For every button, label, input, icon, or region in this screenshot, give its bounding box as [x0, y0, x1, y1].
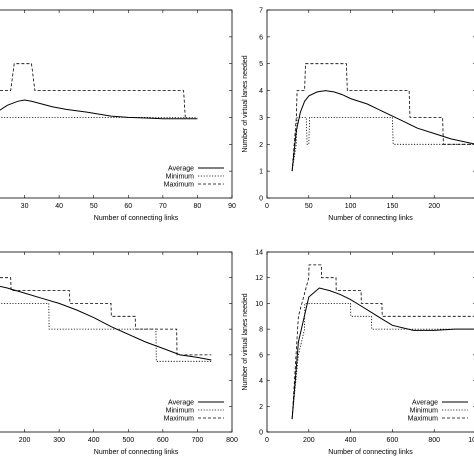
x-axis-label: Number of connecting links	[94, 215, 179, 222]
y-tick-label: 2	[259, 142, 263, 149]
x-tick-label: 300	[53, 437, 65, 444]
x-tick-label: 90	[228, 203, 236, 210]
y-tick-label: 0	[259, 430, 263, 437]
x-tick-label: 80	[194, 203, 202, 210]
series-line-maximum	[291, 63, 474, 172]
legend-label: Minimum	[166, 174, 195, 181]
y-tick-label: 6	[259, 352, 263, 359]
y-tick-label: 4	[259, 378, 263, 385]
y-tick-label: 8	[259, 327, 263, 334]
y-tick-label: 3	[259, 115, 263, 122]
x-axis-label: Number of connecting links	[94, 449, 179, 456]
y-tick-label: 7	[259, 8, 263, 15]
y-tick-label: 0	[259, 196, 263, 203]
legend-label: Average	[168, 166, 194, 173]
x-tick-label: 800	[226, 437, 238, 444]
x-tick-label: 200	[19, 437, 31, 444]
x-tick-label: 800	[428, 437, 440, 444]
x-tick-label: 700	[192, 437, 204, 444]
series-line-average	[291, 90, 474, 172]
legend-label: Maximum	[408, 416, 439, 423]
series-line-average	[0, 99, 198, 120]
series-line-average	[291, 287, 474, 420]
chart-panel-4: 0 200 400 600 800 1000 0 2 4 6 8 10 12 14 Number of co…	[242, 250, 474, 456]
x-tick-label: 200	[303, 437, 315, 444]
x-tick-label: 600	[387, 437, 399, 444]
y-tick-label: 10	[255, 301, 263, 308]
x-axis-label: Number of connecting links	[328, 215, 413, 222]
y-tick-label: 4	[259, 88, 263, 95]
plot-frame	[266, 251, 474, 433]
x-tick-label: 400	[88, 437, 100, 444]
y-tick-label: 14	[255, 250, 263, 257]
series-line-minimum	[0, 302, 212, 362]
legend-label: Average	[412, 400, 438, 407]
series-line-maximum	[291, 264, 474, 420]
y-tick-label: 12	[255, 275, 263, 282]
x-tick-label: 1000	[468, 437, 474, 444]
x-tick-label: 100	[345, 203, 357, 210]
series-line-minimum	[291, 302, 474, 420]
y-tick-label: 1	[259, 169, 263, 176]
x-tick-label: 50	[305, 203, 313, 210]
chart-panel-1: 030405060708090Number of connecting link…	[0, 9, 236, 222]
x-tick-label: 600	[157, 437, 169, 444]
legend-label: Minimum	[166, 408, 195, 415]
x-tick-label: 0	[265, 437, 269, 444]
y-tick-label: 5	[259, 61, 263, 68]
x-axis-label: Number of connecting links	[328, 449, 413, 456]
y-tick-label: 6	[259, 34, 263, 41]
chart-panel-3: 200 300 400 500 600 700 800 Number of connectin…	[0, 251, 238, 456]
series-line-minimum	[291, 117, 474, 172]
x-tick-label: 70	[159, 203, 167, 210]
x-tick-label: 50	[90, 203, 98, 210]
x-tick-label: 400	[345, 437, 357, 444]
plot-frame	[0, 9, 233, 199]
legend-label: Maximum	[164, 416, 195, 423]
y-tick-label: 2	[259, 404, 263, 411]
chart-panel-2: 0 50 100 150 200 0 1 2 3 4 5 6 7 Number of connecting…	[242, 8, 474, 222]
series-line-maximum	[0, 277, 212, 356]
legend-label: Average	[168, 400, 194, 407]
series-line-average	[0, 285, 212, 361]
series-line-maximum	[0, 63, 186, 118]
x-tick-label: 60	[124, 203, 132, 210]
legend-label: Minimum	[410, 408, 439, 415]
y-axis-label: Number of virtual lanes needed	[242, 293, 249, 390]
x-tick-label: 40	[55, 203, 63, 210]
x-tick-label: 150	[387, 203, 399, 210]
legend-label: Maximum	[164, 182, 195, 189]
x-tick-label: 30	[21, 203, 29, 210]
x-tick-label: 500	[122, 437, 134, 444]
x-tick-label: 0	[265, 203, 269, 210]
y-axis-label: Number of virtual lanes needed	[242, 55, 249, 152]
plot-frame	[266, 9, 474, 199]
x-tick-label: 200	[428, 203, 440, 210]
plot-frame	[0, 251, 233, 433]
